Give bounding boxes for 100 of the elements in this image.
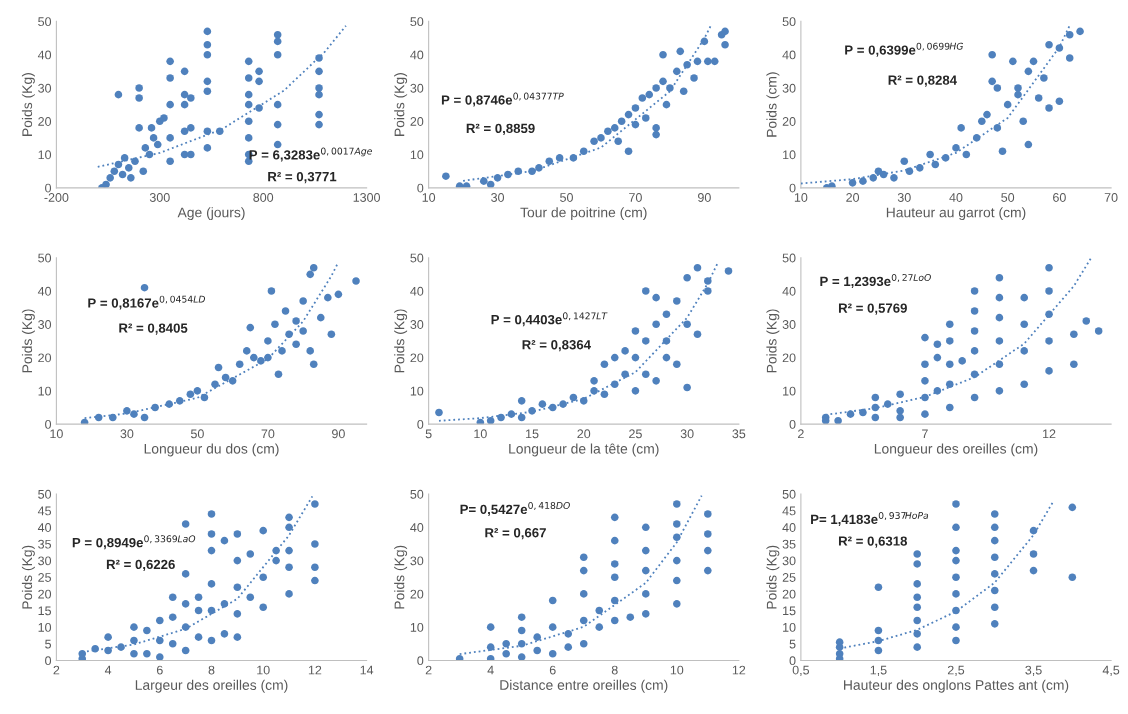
- point: [995, 387, 1004, 395]
- point: [990, 553, 999, 562]
- point: [194, 633, 203, 641]
- point: [292, 340, 300, 349]
- x-tick-label: 12: [1043, 429, 1056, 439]
- y-tick-label: 5: [45, 639, 52, 649]
- y-tick-label: 40: [782, 50, 796, 60]
- annotation: P = 0,8746e$^{0,04377TP}$: [441, 92, 564, 107]
- point: [165, 400, 173, 408]
- point: [311, 576, 319, 585]
- point: [676, 47, 685, 56]
- point: [292, 317, 300, 325]
- point: [181, 520, 190, 528]
- point: [995, 293, 1004, 302]
- point: [945, 403, 954, 412]
- point: [652, 124, 660, 132]
- point: [673, 360, 681, 369]
- point: [993, 124, 1002, 132]
- point: [200, 393, 209, 402]
- point: [952, 590, 960, 598]
- x-tick-label: 20: [577, 429, 591, 439]
- y-tick-label: 15: [783, 606, 796, 616]
- point: [952, 556, 960, 565]
- point: [517, 413, 526, 422]
- point: [915, 164, 924, 172]
- point: [631, 387, 640, 395]
- x-tick-label: 2: [425, 665, 432, 675]
- point: [117, 643, 125, 651]
- y-tick-label: 10: [38, 386, 52, 396]
- point: [641, 523, 650, 532]
- point: [1029, 526, 1038, 535]
- x-tick-label: -200: [44, 193, 69, 202]
- x-tick-label: 8: [611, 665, 618, 675]
- point: [957, 124, 965, 132]
- point: [130, 410, 138, 418]
- point: [181, 646, 190, 655]
- point: [207, 580, 216, 588]
- point: [91, 645, 99, 653]
- point: [995, 273, 1004, 282]
- point: [945, 337, 954, 345]
- annotation: R² = 0,6318: [838, 536, 908, 548]
- annotation: R² = 0,6226: [106, 559, 175, 571]
- point: [952, 636, 960, 645]
- point: [913, 630, 922, 638]
- point: [1024, 140, 1033, 149]
- y-tick-label: 0: [417, 419, 424, 429]
- y-tick-label: 45: [782, 506, 796, 516]
- point: [1040, 74, 1048, 82]
- point: [641, 566, 650, 575]
- y-tick-label: 40: [410, 286, 424, 296]
- point: [874, 626, 883, 635]
- x-tick-label: 12: [732, 665, 746, 675]
- point: [220, 630, 229, 638]
- point: [995, 360, 1004, 369]
- x-axis-title: Longueur des oreilles (cm): [874, 443, 1038, 457]
- x-tick-label: 14: [360, 665, 374, 675]
- point: [621, 370, 629, 379]
- point: [278, 347, 286, 355]
- point: [610, 124, 619, 132]
- point: [259, 603, 267, 611]
- point: [641, 610, 650, 618]
- point: [233, 530, 242, 538]
- point: [683, 320, 691, 329]
- y-axis-title: Poids (Kg): [21, 545, 35, 609]
- point: [641, 114, 650, 122]
- point: [673, 600, 681, 608]
- point: [1020, 293, 1029, 302]
- point: [652, 320, 660, 329]
- point: [835, 638, 844, 646]
- annotation: R² = 0,8859: [466, 123, 535, 135]
- point: [662, 100, 671, 109]
- point: [970, 287, 979, 295]
- point: [1029, 550, 1038, 558]
- point: [285, 590, 293, 598]
- x-tick-label: 4: [104, 665, 112, 675]
- x-tick-label: 3,5: [1025, 665, 1042, 676]
- point: [246, 323, 255, 332]
- point: [690, 74, 698, 82]
- x-tick-label: 300: [149, 193, 170, 202]
- y-tick-label: 30: [38, 556, 52, 566]
- point: [194, 606, 203, 615]
- point: [631, 120, 640, 129]
- point: [271, 320, 279, 329]
- point: [988, 50, 996, 59]
- point: [299, 327, 307, 335]
- point: [921, 410, 929, 418]
- point: [913, 593, 922, 602]
- point: [662, 337, 671, 345]
- point: [548, 596, 557, 605]
- annotation: R² = 0,8364: [522, 340, 591, 352]
- y-axis-title: Poids (Kg): [394, 73, 408, 136]
- point: [186, 390, 195, 398]
- point: [486, 654, 495, 661]
- point: [952, 623, 960, 631]
- x-tick-label: 800: [253, 193, 274, 202]
- y-tick-label: 50: [410, 489, 424, 499]
- point: [952, 500, 960, 508]
- point: [1082, 317, 1091, 325]
- point: [874, 646, 883, 655]
- point: [1045, 337, 1053, 345]
